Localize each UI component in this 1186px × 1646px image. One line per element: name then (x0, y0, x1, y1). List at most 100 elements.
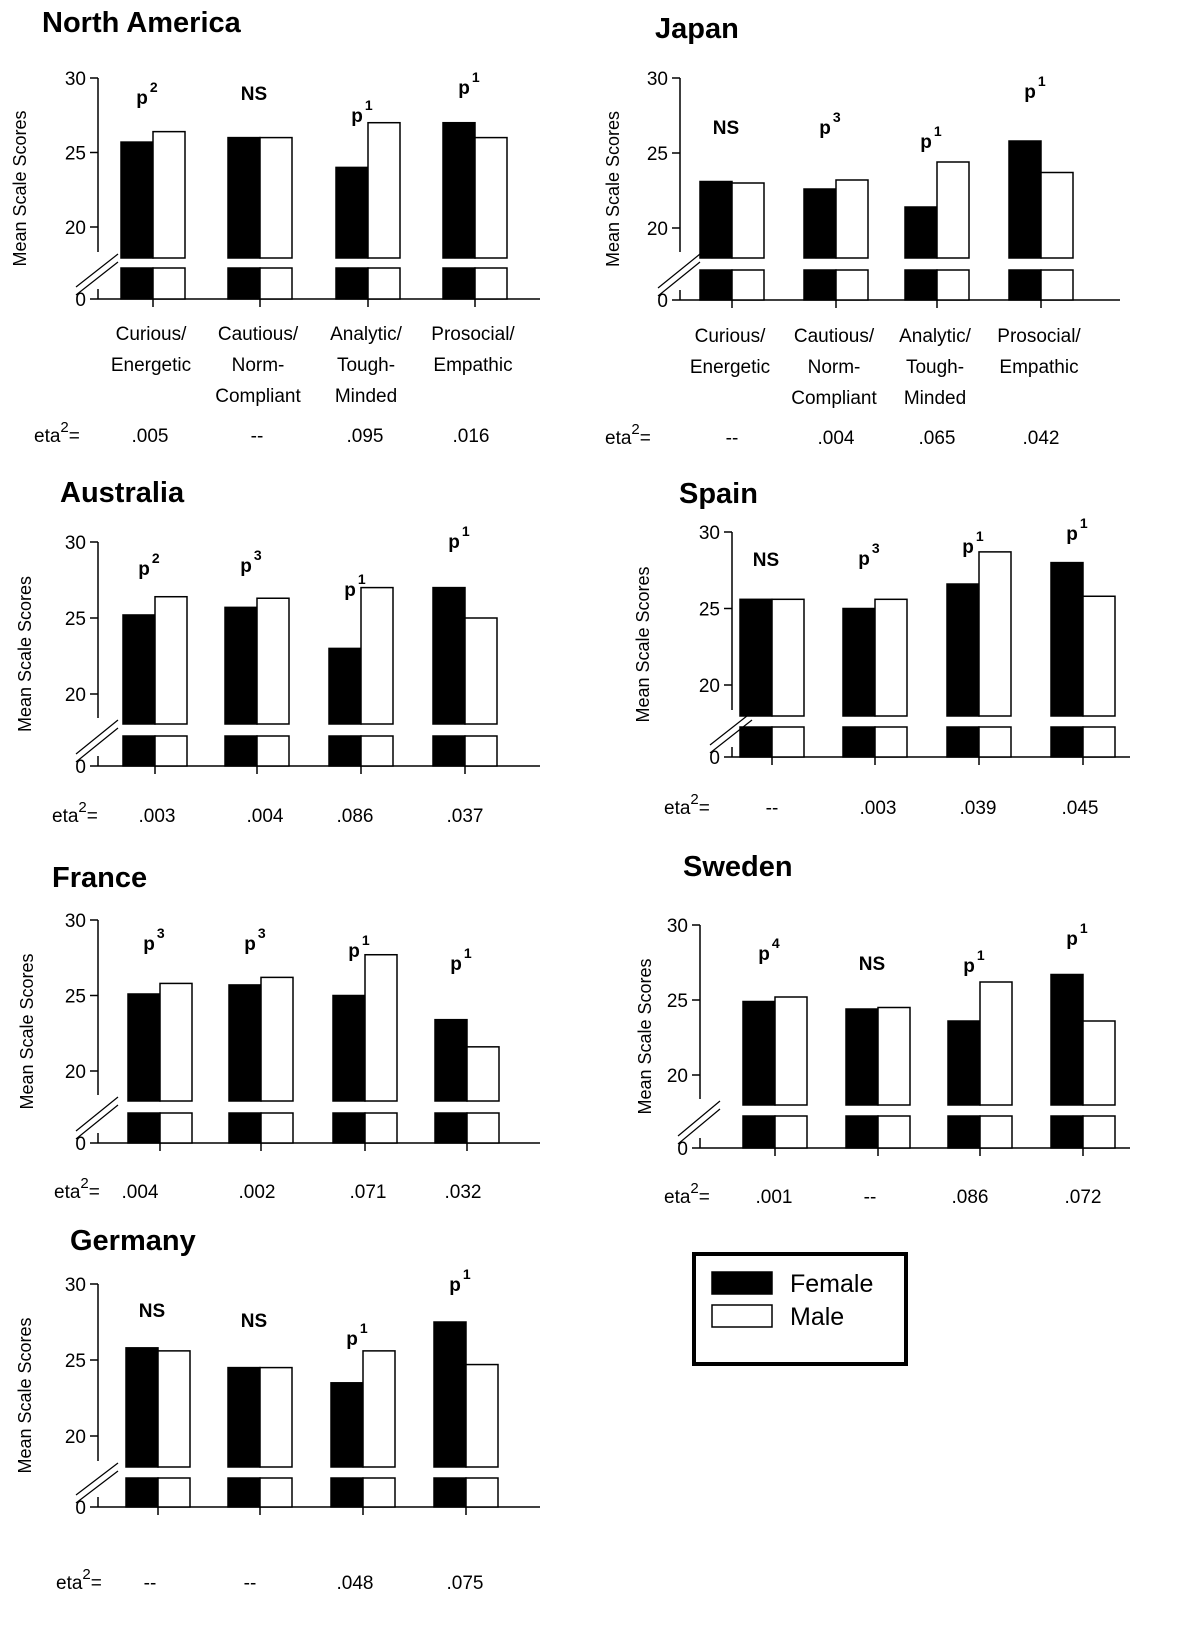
bar-male-lower (367, 267, 401, 300)
y-tick-label: 30 (65, 69, 86, 90)
significance-label: p1 (458, 69, 480, 99)
significance-sup: 4 (772, 935, 780, 951)
y-tick-label: 30 (65, 533, 86, 554)
bar-male-lower (259, 267, 293, 300)
category-label: Tough- (337, 355, 395, 376)
eta-value: .003 (139, 806, 176, 827)
category-label: Curious/ (695, 326, 766, 347)
significance-sup: 1 (976, 528, 984, 544)
eta-suffix: = (640, 428, 651, 449)
y-tick-label: 25 (667, 991, 688, 1012)
significance-label: p3 (819, 109, 841, 139)
bar-female-lower (330, 1477, 364, 1508)
y-tick-label: 25 (65, 609, 86, 630)
eta-value: .003 (860, 798, 897, 819)
eta-value: .039 (960, 798, 997, 819)
y-tick-label: 30 (699, 523, 720, 544)
eta-value: .086 (952, 1187, 989, 1208)
y-tick-label: 20 (647, 219, 668, 240)
eta-value: .072 (1065, 1187, 1102, 1208)
eta-value: .005 (132, 426, 169, 447)
bar-female-upper (224, 606, 258, 725)
axis-break-mark (677, 1100, 721, 1137)
y-tick-label: 20 (65, 685, 86, 706)
y-tick-label: 25 (65, 987, 86, 1008)
bar-female-upper (1050, 561, 1084, 717)
bar-female-upper (330, 1382, 364, 1468)
significance-base: p (346, 1329, 358, 1350)
eta-squared-label: eta2= (52, 799, 98, 827)
y-axis-label: Mean Scale Scores (633, 566, 653, 722)
bar-female-lower (125, 1477, 159, 1508)
eta-value: .002 (239, 1182, 276, 1203)
eta-value: -- (864, 1187, 877, 1208)
bar-male-lower (256, 735, 290, 767)
bar-female-lower (227, 267, 261, 300)
axis-break-mark (677, 1108, 721, 1145)
bar-male-lower (877, 1115, 911, 1149)
significance-label: p4 (758, 935, 780, 965)
eta-value: .075 (447, 1573, 484, 1594)
significance-base: p (240, 556, 252, 577)
significance-sup: 1 (362, 932, 370, 948)
significance-base: p (348, 941, 360, 962)
bar-female-lower (946, 726, 980, 758)
axis-break-mark (75, 253, 119, 288)
bar-male-upper (1082, 1020, 1116, 1106)
bar-male-upper (362, 1350, 396, 1468)
bar-male-lower (1040, 269, 1074, 301)
y-tick-label: 20 (699, 676, 720, 697)
significance-label: p1 (962, 528, 984, 558)
bar-male-lower (466, 1112, 500, 1144)
category-label: Analytic/ (330, 324, 403, 345)
y-tick-label: 20 (65, 1062, 86, 1083)
significance-base: p (448, 532, 460, 553)
category-label: Norm- (232, 355, 285, 376)
significance-sup: 1 (1038, 73, 1046, 89)
bar-male-upper (731, 182, 765, 259)
panel-title: Sweden (683, 851, 793, 883)
significance-base: p (344, 580, 356, 601)
eta-value: .004 (818, 428, 855, 449)
bar-female-lower (122, 735, 156, 767)
eta-value: .016 (453, 426, 490, 447)
bar-male-upper (771, 598, 805, 717)
significance-sup: 1 (472, 69, 480, 85)
axis-break-mark (75, 1104, 119, 1140)
significance-base: p (858, 549, 870, 570)
significance-base: NS (241, 1311, 267, 1332)
eta-suffix: = (89, 1182, 100, 1203)
bar-female-upper (122, 614, 156, 725)
eta-value: .048 (337, 1573, 374, 1594)
bar-female-upper (432, 586, 466, 725)
category-label: Prosocial/ (997, 326, 1081, 347)
y-axis-label: Mean Scale Scores (10, 110, 30, 266)
significance-sup: 1 (1080, 515, 1088, 531)
significance-base: p (1066, 929, 1078, 950)
significance-sup: 1 (977, 947, 985, 963)
bar-male-lower (362, 1477, 396, 1508)
significance-base: p (920, 132, 932, 153)
bar-male-lower (157, 1477, 191, 1508)
y-tick-label: 0 (75, 1134, 86, 1155)
axis-break-mark (75, 1096, 119, 1132)
significance-base: p (963, 956, 975, 977)
eta-squared-label: eta2= (56, 1566, 102, 1594)
category-label: Cautious/ (794, 326, 875, 347)
axis-break-mark (709, 719, 753, 754)
significance-label: NS (859, 954, 885, 975)
bar-male-upper (465, 1363, 499, 1468)
significance-label: p2 (138, 550, 160, 580)
bar-male-lower (936, 269, 970, 301)
bar-male-lower (771, 726, 805, 758)
axis-break-mark (657, 253, 701, 289)
bar-male-lower (465, 1477, 499, 1508)
y-tick-label: 0 (75, 1498, 86, 1519)
bar-male-upper (936, 161, 970, 259)
significance-sup: 1 (934, 123, 942, 139)
eta-value: -- (726, 428, 739, 449)
significance-label: NS (241, 1311, 267, 1332)
bar-male-lower (259, 1477, 293, 1508)
legend-swatch-male (711, 1304, 773, 1328)
